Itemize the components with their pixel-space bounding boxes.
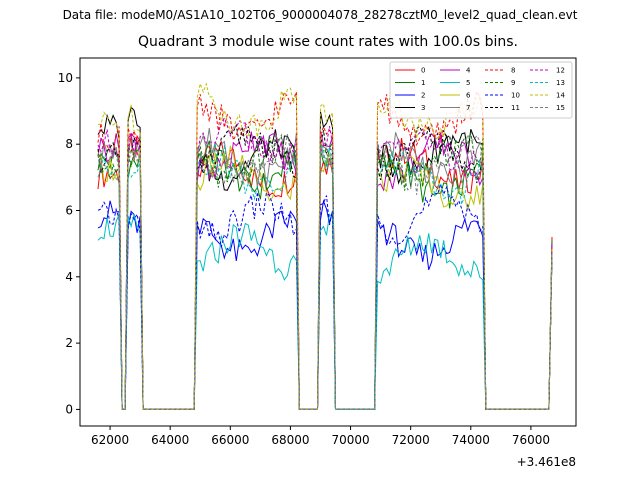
series-line-12 bbox=[97, 117, 553, 410]
legend-label-3: 3 bbox=[421, 104, 425, 112]
legend-label-1: 1 bbox=[421, 79, 425, 87]
series-layer bbox=[97, 81, 553, 410]
x-tick-label: 74000 bbox=[452, 433, 490, 447]
x-tick-label: 66000 bbox=[211, 433, 249, 447]
legend-label-5: 5 bbox=[466, 79, 470, 87]
x-offset-label: +3.461e8 bbox=[517, 455, 576, 469]
legend-label-7: 7 bbox=[466, 104, 470, 112]
x-tick-label: 70000 bbox=[331, 433, 369, 447]
x-tick-label: 76000 bbox=[512, 433, 550, 447]
legend-label-4: 4 bbox=[466, 67, 471, 75]
series-line-10 bbox=[97, 182, 553, 410]
y-tick-label: 8 bbox=[65, 137, 73, 151]
legend-label-10: 10 bbox=[511, 92, 520, 100]
y-tick-label: 10 bbox=[58, 71, 73, 85]
legend-label-11: 11 bbox=[511, 104, 520, 112]
y-tick-label: 6 bbox=[65, 204, 73, 218]
x-axis: 62000 64000 66000 68000 70000 72000 74000 76000 bbox=[91, 426, 550, 447]
axes-frame bbox=[79, 57, 577, 427]
axes-title: Quadrant 3 module wise count rates with … bbox=[138, 34, 518, 50]
legend-label-14: 14 bbox=[556, 92, 565, 100]
legend-label-0: 0 bbox=[421, 67, 425, 75]
legend-label-6: 6 bbox=[466, 92, 471, 100]
legend-label-2: 2 bbox=[421, 92, 425, 100]
x-tick-label: 62000 bbox=[91, 433, 129, 447]
legend-frame bbox=[389, 61, 573, 119]
x-tick-label: 68000 bbox=[271, 433, 309, 447]
y-axis: 0 2 4 6 8 10 bbox=[58, 71, 80, 416]
x-tick-label: 64000 bbox=[151, 433, 189, 447]
y-tick-label: 4 bbox=[65, 270, 73, 284]
series-line-15 bbox=[97, 133, 553, 410]
figure-suptitle: Data file: modeM0/AS1A10_102T06_90000040… bbox=[62, 8, 578, 22]
legend-label-8: 8 bbox=[511, 67, 515, 75]
y-tick-label: 0 bbox=[65, 402, 73, 416]
legend-label-9: 9 bbox=[511, 79, 515, 87]
x-tick-label: 72000 bbox=[392, 433, 430, 447]
legend-label-13: 13 bbox=[556, 79, 565, 87]
legend-label-15: 15 bbox=[556, 104, 565, 112]
y-tick-label: 2 bbox=[65, 336, 73, 350]
legend-label-12: 12 bbox=[556, 67, 565, 75]
